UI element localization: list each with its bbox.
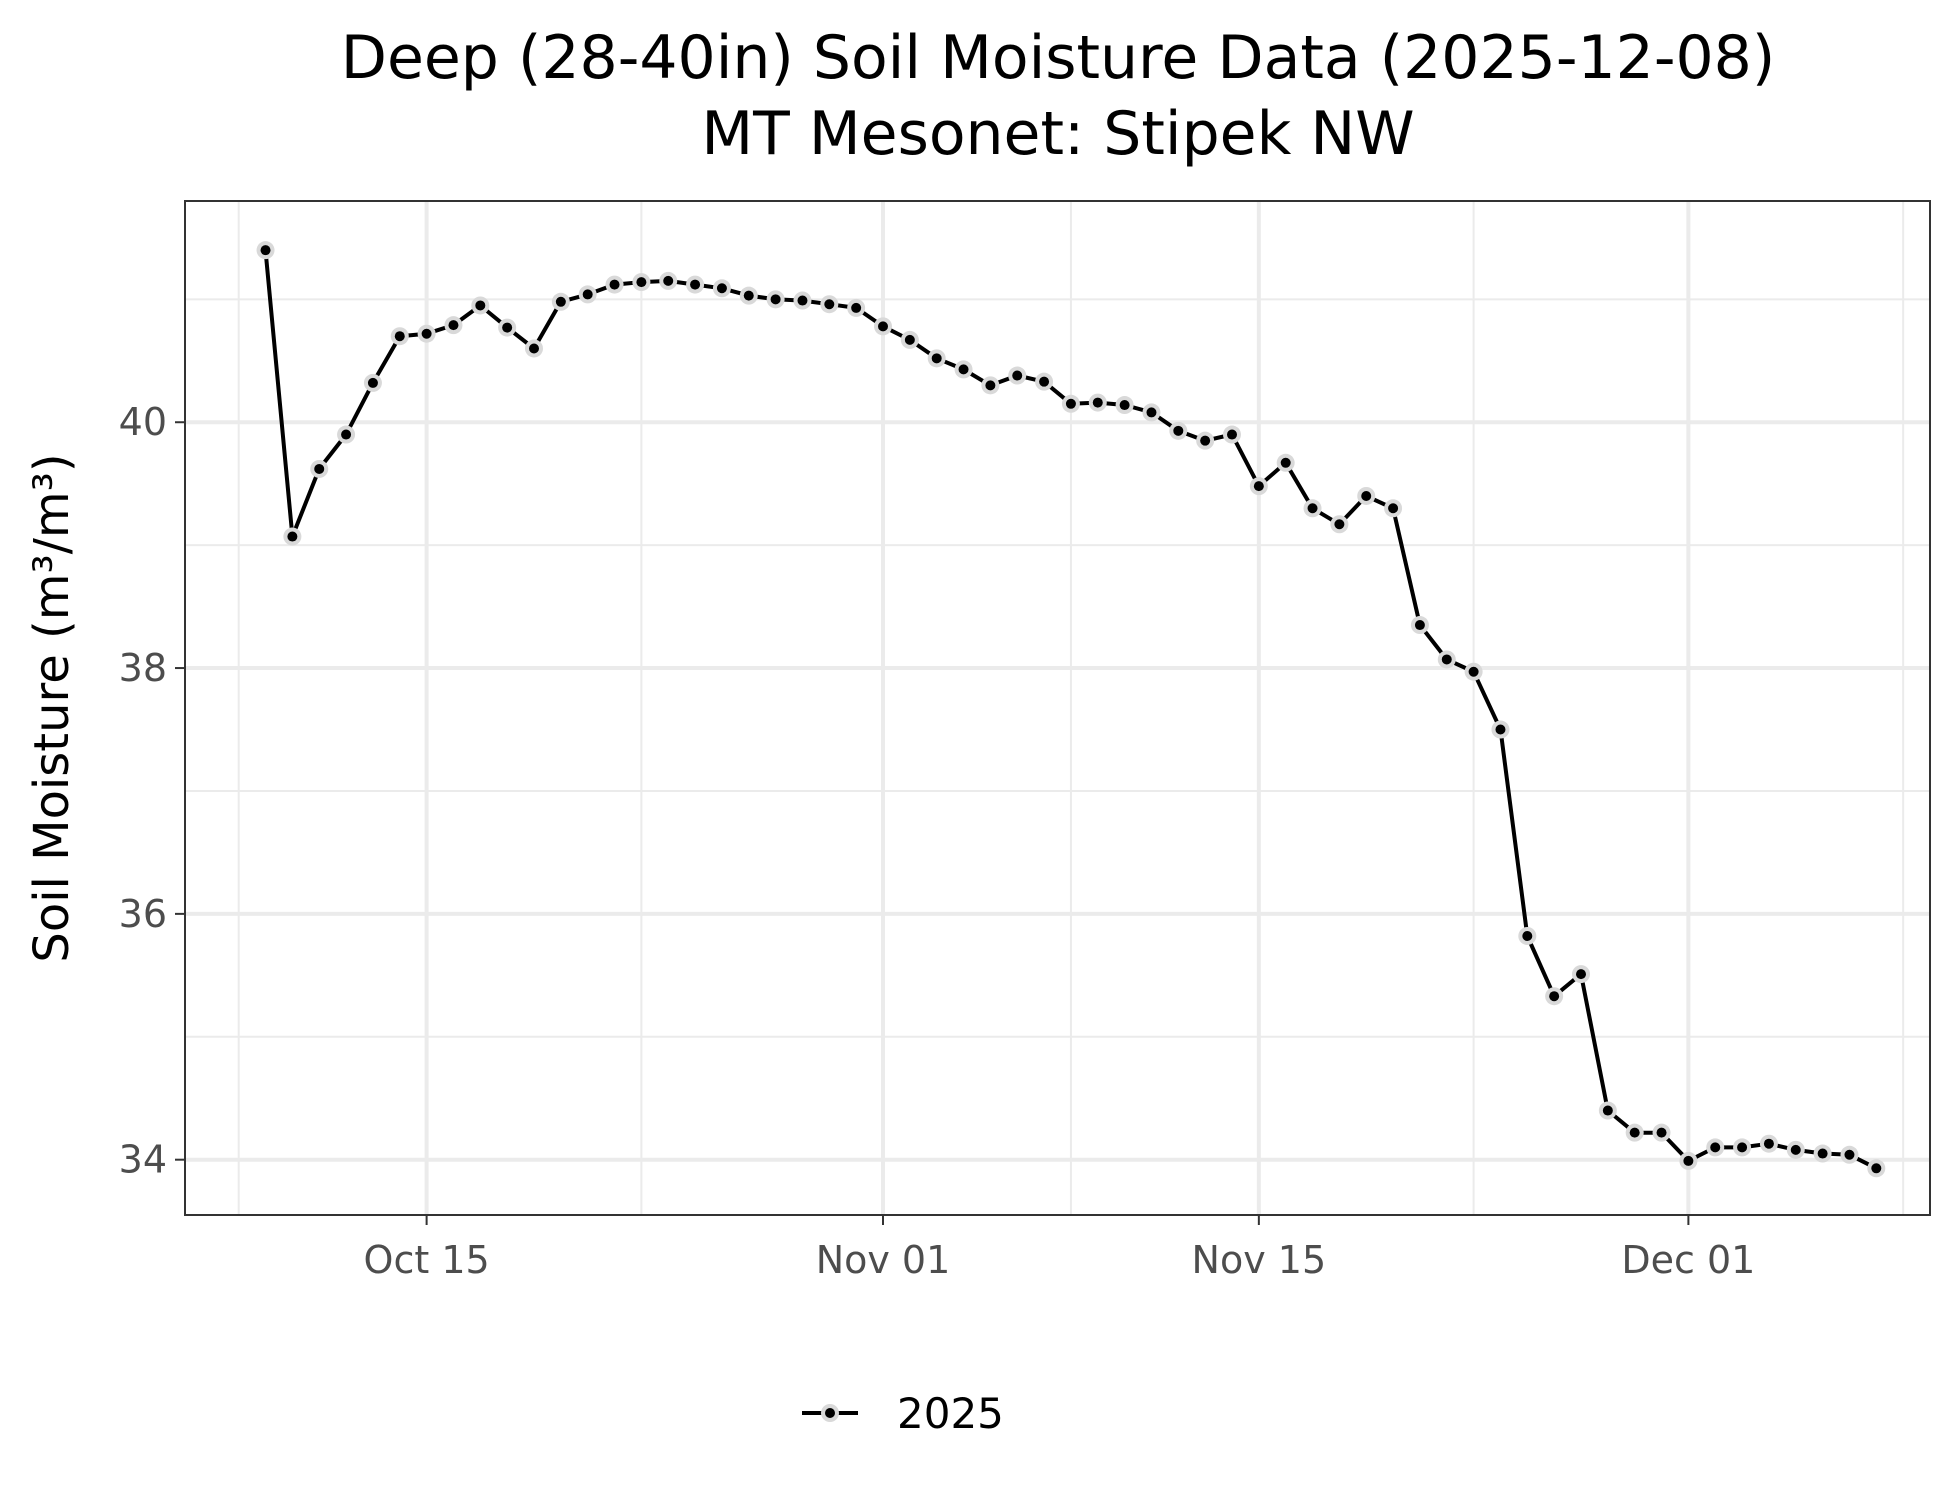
- data-point: [1441, 654, 1452, 665]
- data-point: [1280, 457, 1291, 468]
- data-point: [770, 294, 781, 305]
- data-point: [394, 331, 405, 342]
- data-point: [1039, 376, 1050, 387]
- data-point: [1361, 490, 1372, 501]
- data-point: [1012, 370, 1023, 381]
- data-point: [797, 295, 808, 306]
- legend-label-2025: 2025: [897, 1389, 1004, 1438]
- y-tick-label: 38: [119, 646, 167, 690]
- data-point: [1790, 1144, 1801, 1155]
- data-point: [824, 299, 835, 310]
- data-point: [1817, 1148, 1828, 1159]
- data-point: [582, 289, 593, 300]
- data-point: [985, 380, 996, 391]
- data-point: [367, 377, 378, 388]
- data-point: [1227, 429, 1237, 440]
- legend: 2025: [802, 1389, 1004, 1438]
- data-point: [609, 279, 620, 290]
- x-tick-label: Nov 01: [816, 1238, 951, 1282]
- data-point: [448, 320, 459, 331]
- data-point: [1200, 435, 1211, 446]
- data-point: [1119, 400, 1130, 411]
- data-point: [1092, 397, 1103, 408]
- data-point: [1307, 503, 1318, 514]
- data-point: [743, 290, 754, 301]
- data-point: [716, 283, 727, 294]
- data-point: [1146, 407, 1157, 418]
- data-point: [1844, 1149, 1855, 1160]
- data-point: [1522, 930, 1533, 941]
- data-point: [341, 429, 352, 440]
- data-point: [636, 277, 647, 288]
- data-point: [690, 279, 701, 290]
- x-tick-label: Oct 15: [364, 1238, 490, 1282]
- data-series: [256, 241, 1886, 1178]
- data-point: [1763, 1138, 1774, 1149]
- data-point: [1656, 1127, 1667, 1138]
- y-axis: 34 36 38 40: [119, 400, 185, 1182]
- x-tick-label: Dec 01: [1621, 1238, 1755, 1282]
- data-point: [1414, 620, 1425, 631]
- data-point: [851, 302, 862, 313]
- data-point: [1629, 1127, 1640, 1138]
- data-point: [1602, 1105, 1613, 1116]
- x-tick-label: Nov 15: [1192, 1238, 1327, 1282]
- data-point: [1737, 1142, 1748, 1153]
- data-point: [663, 275, 674, 286]
- data-point: [502, 322, 513, 333]
- y-tick-label: 34: [119, 1138, 167, 1182]
- data-point: [878, 321, 888, 332]
- y-tick-label: 40: [119, 400, 167, 444]
- data-point: [555, 296, 566, 307]
- data-point: [529, 343, 539, 354]
- data-point: [1710, 1142, 1721, 1153]
- data-point: [1871, 1163, 1882, 1174]
- data-point: [904, 334, 915, 345]
- data-point: [1253, 481, 1264, 492]
- y-axis-title: Soil Moisture (m³/m³): [24, 453, 80, 962]
- data-point: [1065, 398, 1076, 409]
- chart-subtitle: MT Mesonet: Stipek NW: [701, 99, 1414, 169]
- data-point: [314, 463, 325, 474]
- data-point: [421, 328, 432, 339]
- data-point: [1495, 724, 1506, 735]
- data-point: [1468, 666, 1479, 677]
- panel-border: [184, 200, 1931, 1216]
- data-point: [1388, 503, 1399, 514]
- data-point: [1173, 425, 1184, 436]
- x-axis: Oct 15 Nov 01 Nov 15 Dec 01: [364, 1215, 1755, 1282]
- data-point: [475, 300, 486, 311]
- y-tick-label: 36: [119, 892, 167, 936]
- data-point: [1334, 519, 1345, 530]
- plot-panel: [185, 201, 1930, 1215]
- major-gridlines: [185, 201, 1930, 1215]
- data-point: [1683, 1155, 1694, 1166]
- chart-title: Deep (28-40in) Soil Moisture Data (2025-…: [341, 23, 1775, 93]
- data-point: [931, 353, 942, 364]
- data-point: [958, 364, 969, 375]
- data-point: [1549, 991, 1560, 1002]
- data-point: [1576, 969, 1586, 980]
- data-point: [287, 531, 298, 542]
- data-point: [260, 245, 271, 256]
- legend-marker: [825, 1408, 835, 1418]
